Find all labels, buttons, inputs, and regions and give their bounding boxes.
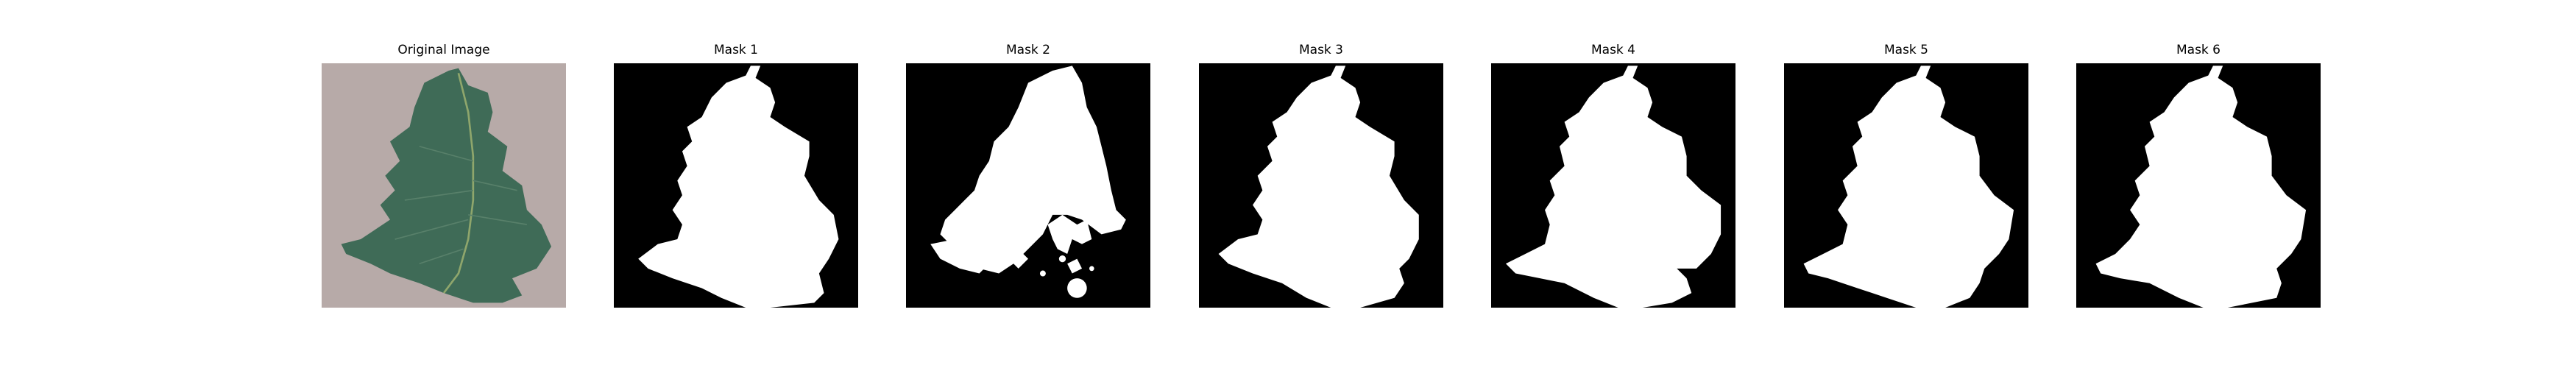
mask-4-image (1491, 63, 1735, 308)
mask-1 (614, 63, 858, 308)
panel-title-original-image: Original Image (397, 43, 490, 57)
panel-mask-2: Mask 2 (903, 41, 1153, 328)
mask-2-dot-c (1089, 266, 1094, 272)
mask-2-lower-fragments (1008, 214, 1092, 274)
mask-4-region (1505, 66, 1722, 308)
mask-5-image (1784, 63, 2028, 308)
panel-mask-3: Mask 3 (1196, 41, 1446, 328)
mask-5 (1784, 63, 2028, 308)
mask-2-upper-region (940, 66, 1126, 274)
mask-6 (2076, 63, 2321, 308)
mask-1-region (638, 66, 839, 308)
panel-mask-6: Mask 6 (2073, 41, 2324, 328)
panel-mask-1: Mask 1 (611, 41, 861, 328)
leaf-blade (341, 68, 552, 303)
leaf-midrib (442, 72, 475, 294)
mask-2-dot-b (1039, 270, 1046, 277)
mask-2-image (906, 63, 1150, 308)
panel-title-mask-1: Mask 1 (713, 43, 758, 57)
mask-2-bottom-blob (1067, 278, 1087, 298)
panel-original-image: Original Image (319, 41, 569, 328)
panel-title-mask-6: Mask 6 (2176, 43, 2221, 57)
mask-6-region (2095, 66, 2307, 308)
mask-3-region (1218, 66, 1419, 308)
mask-3-image (1199, 63, 1443, 308)
leaf-photo (322, 63, 566, 308)
mask-2-left-strip (930, 239, 989, 274)
mask-3 (1199, 63, 1443, 308)
panel-mask-4: Mask 4 (1488, 41, 1738, 328)
mask-2-dot-a (1058, 255, 1066, 263)
mask-4 (1491, 63, 1735, 308)
panel-title-mask-4: Mask 4 (1590, 43, 1635, 57)
mask-2 (906, 63, 1150, 308)
panel-title-mask-5: Mask 5 (1883, 43, 1928, 57)
panel-mask-5: Mask 5 (1781, 41, 2031, 328)
leaf-side-veins (394, 146, 528, 265)
mask-1-image (614, 63, 858, 308)
panel-title-mask-2: Mask 2 (1005, 43, 1050, 57)
original-image (322, 63, 566, 308)
mask-6-image (2076, 63, 2321, 308)
panel-title-mask-3: Mask 3 (1298, 43, 1343, 57)
mask-5-region (1803, 66, 2014, 308)
